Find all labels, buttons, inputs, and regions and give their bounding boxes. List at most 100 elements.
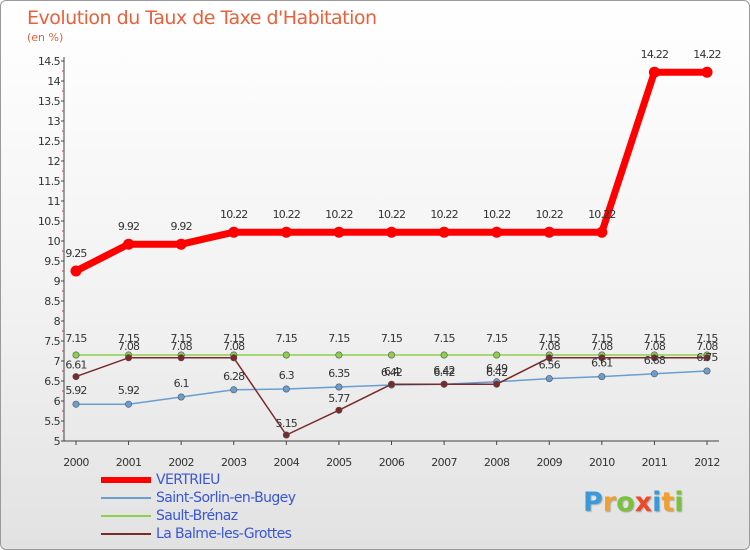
data-point <box>650 370 658 378</box>
data-point <box>335 351 343 359</box>
data-point <box>125 354 133 362</box>
logo-letter: o <box>616 487 635 518</box>
data-point <box>701 66 713 78</box>
data-label: 5.92 <box>65 384 86 397</box>
y-tick-label: 13.5 <box>38 95 61 108</box>
data-label: 5.77 <box>328 392 350 405</box>
data-label: 10.22 <box>325 208 353 221</box>
data-point <box>438 226 450 238</box>
legend-swatch <box>101 533 151 535</box>
x-tick-label: 2012 <box>694 456 720 469</box>
x-tick-label: 2006 <box>379 456 405 469</box>
data-label: 6.56 <box>539 359 561 372</box>
logo-letter: r <box>602 487 617 518</box>
data-point <box>175 238 187 250</box>
y-tick-label: 9 <box>54 275 61 288</box>
data-label: 10.22 <box>588 208 616 221</box>
y-tick-label: 6 <box>54 395 61 408</box>
data-point <box>177 393 185 401</box>
proxiti-logo: Proxiti <box>583 487 684 518</box>
data-label: 6.49 <box>486 362 508 375</box>
x-tick-label: 2005 <box>326 456 352 469</box>
data-label: 10.22 <box>536 208 564 221</box>
data-label: 6.75 <box>696 351 718 364</box>
logo-letter: i <box>652 487 662 518</box>
data-label: 6.1 <box>174 377 189 390</box>
y-tick-label: 8 <box>54 315 61 328</box>
data-label: 6.42 <box>381 366 402 379</box>
chart-unit-label: (en %) <box>27 31 64 44</box>
data-label: 10.22 <box>378 208 406 221</box>
data-label: 6.42 <box>433 366 454 379</box>
series-line-0 <box>72 68 711 275</box>
data-point <box>598 354 606 362</box>
data-point <box>228 226 240 238</box>
data-point <box>72 351 80 359</box>
data-label: 7.15 <box>276 332 298 345</box>
data-label: 7.08 <box>696 340 718 353</box>
data-point <box>493 380 501 388</box>
data-label: 10.22 <box>220 208 248 221</box>
data-label: 10.22 <box>430 208 458 221</box>
data-label: 7.15 <box>696 332 718 345</box>
data-label: 10.22 <box>273 208 301 221</box>
data-label: 7.15 <box>591 332 613 345</box>
data-point <box>335 406 343 414</box>
data-label: 6.3 <box>279 369 295 382</box>
data-point <box>72 400 80 408</box>
logo-letter: x <box>634 487 653 518</box>
data-label: 7.15 <box>433 332 455 345</box>
data-point <box>177 354 185 362</box>
data-label: 7.08 <box>118 340 140 353</box>
y-tick-label: 9.5 <box>44 255 60 268</box>
data-label: 14.22 <box>693 48 721 61</box>
y-tick-label: 10 <box>47 235 60 248</box>
data-point <box>72 373 80 381</box>
data-point <box>70 265 82 277</box>
data-label: 7.08 <box>171 340 193 353</box>
data-label: 7.08 <box>591 340 613 353</box>
data-label: 7.08 <box>644 340 666 353</box>
data-label: 7.15 <box>171 332 193 345</box>
y-tick-label: 8.5 <box>44 295 60 308</box>
y-tick-label: 7.5 <box>44 335 60 348</box>
data-label: 7.15 <box>644 332 666 345</box>
data-label: 14.22 <box>641 48 669 61</box>
y-tick-label: 5.5 <box>44 415 60 428</box>
data-point <box>440 380 448 388</box>
legend-item: Sault-Brénaz <box>101 507 361 525</box>
x-tick-label: 2008 <box>484 456 510 469</box>
data-label: 7.08 <box>223 340 245 353</box>
data-point <box>650 354 658 362</box>
data-label: 5.92 <box>118 384 139 397</box>
data-label: 6.68 <box>644 354 666 367</box>
data-point <box>703 367 711 375</box>
y-tick-label: 5 <box>54 435 61 448</box>
x-tick-label: 2001 <box>116 456 142 469</box>
y-tick-label: 7 <box>54 355 61 368</box>
data-label: 6.61 <box>591 357 612 370</box>
data-point <box>596 226 608 238</box>
data-label: 7.15 <box>223 332 245 345</box>
x-tick-label: 2011 <box>642 456 668 469</box>
logo-letter: t <box>661 487 675 518</box>
data-point <box>386 226 397 238</box>
data-point <box>282 431 290 439</box>
y-tick-label: 11.5 <box>38 175 61 188</box>
data-point <box>125 400 133 408</box>
data-point <box>440 351 448 359</box>
legend-label: Saint-Sorlin-en-Bugey <box>156 490 296 506</box>
legend-swatch <box>101 477 151 483</box>
data-label: 7.15 <box>381 332 403 345</box>
x-tick-label: 2002 <box>168 456 194 469</box>
x-tick-label: 2009 <box>536 456 562 469</box>
y-tick-label: 14.5 <box>38 55 61 68</box>
data-label: 7.15 <box>118 332 140 345</box>
x-tick-label: 2010 <box>589 456 615 469</box>
x-tick-label: 2003 <box>221 456 247 469</box>
data-point <box>335 383 343 391</box>
y-tick-label: 11 <box>47 195 60 208</box>
data-point <box>230 354 238 362</box>
legend-item: Saint-Sorlin-en-Bugey <box>101 489 361 507</box>
data-label: 6.42 <box>433 364 454 377</box>
